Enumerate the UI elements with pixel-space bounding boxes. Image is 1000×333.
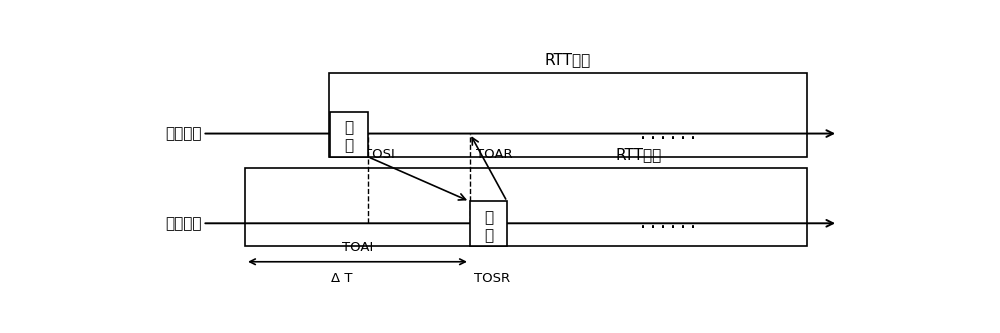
Text: RTT时隙: RTT时隙	[545, 52, 591, 67]
Text: RTT时隙: RTT时隙	[615, 147, 662, 162]
Text: ......: ......	[638, 214, 698, 232]
Bar	[330, 112, 368, 157]
Text: Δ T: Δ T	[331, 272, 353, 285]
Text: 应答节点: 应答节点	[165, 216, 201, 231]
Bar	[329, 73, 807, 157]
Text: ......: ......	[638, 125, 698, 143]
Text: 答: 答	[484, 228, 493, 243]
Text: 询问节点: 询问节点	[165, 126, 201, 141]
Text: 询: 询	[344, 120, 354, 135]
Bar	[470, 201, 507, 246]
Text: 应: 应	[484, 210, 493, 225]
Text: TOSI: TOSI	[364, 148, 394, 161]
Text: 问: 问	[344, 138, 354, 153]
Text: TOAR: TOAR	[476, 148, 513, 161]
Text: TOAI: TOAI	[342, 241, 373, 254]
Text: TOSR: TOSR	[474, 272, 510, 285]
Bar	[245, 168, 807, 246]
